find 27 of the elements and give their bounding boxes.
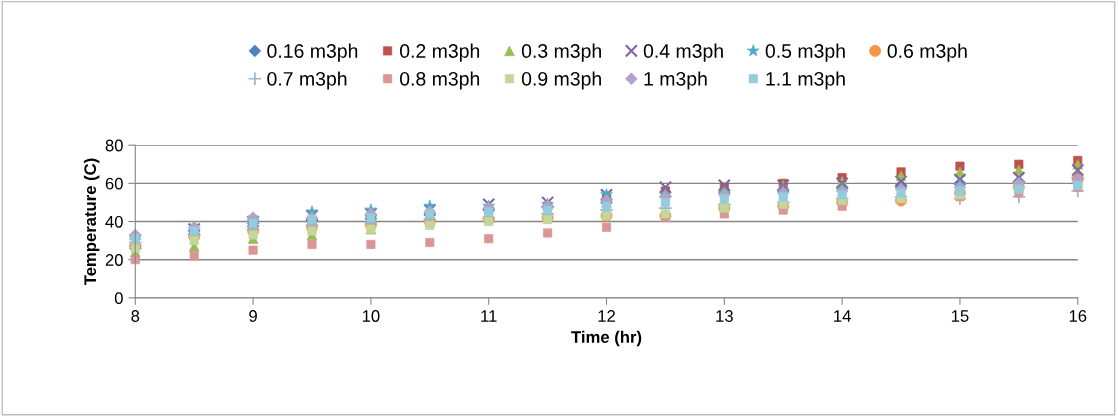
x-tick-label: 8 (131, 310, 140, 322)
y-tick-label: 40 (105, 215, 123, 228)
x-tick-label: 15 (951, 310, 969, 322)
legend-label: 0.3 m3ph (521, 43, 601, 62)
y-tick-label: 60 (105, 177, 123, 190)
x-tick-label: 9 (249, 310, 257, 322)
legend-label: 1.1 m3ph (766, 71, 845, 90)
legend-label: 0.8 m3ph (400, 71, 480, 90)
y-axis-title: Temperature (C) (83, 158, 100, 286)
legend-label: 0.4 m3ph (643, 43, 723, 62)
x-tick-label: 12 (598, 310, 615, 322)
x-axis-title: Time (hr) (571, 330, 642, 347)
x-tick-label: 13 (716, 310, 733, 322)
x-tick-label: 16 (1069, 310, 1087, 322)
x-tick-label: 11 (481, 310, 497, 322)
x-tick-label: 14 (834, 310, 851, 322)
legend-label: 0.6 m3ph (887, 43, 967, 62)
legend-label: 1 m3ph (644, 71, 707, 90)
legend-label: 0.16 m3ph (267, 43, 358, 62)
y-tick-label: 0 (114, 292, 123, 305)
x-tick-label: 10 (362, 310, 380, 322)
y-tick-label: 20 (105, 254, 123, 266)
legend-label: 0.9 m3ph (521, 71, 601, 90)
y-tick-label: 80 (105, 139, 123, 152)
legend-label: 0.5 m3ph (765, 43, 845, 62)
legend-label: 0.7 m3ph (267, 71, 347, 90)
legend-label: 0.2 m3ph (400, 43, 480, 62)
